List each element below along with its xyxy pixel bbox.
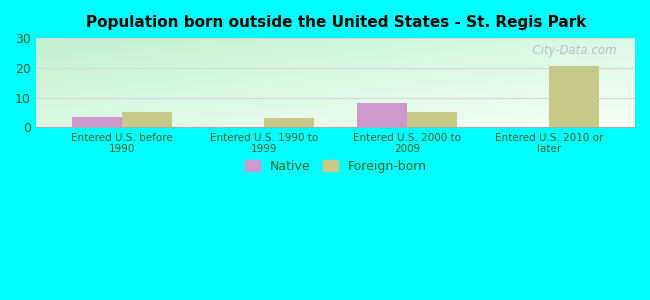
Legend: Native, Foreign-born: Native, Foreign-born — [244, 160, 427, 173]
Bar — [122, 112, 172, 127]
Bar — [549, 66, 599, 127]
Bar — [357, 103, 407, 127]
Bar — [407, 112, 457, 127]
Bar — [72, 117, 122, 127]
Title: Population born outside the United States - St. Regis Park: Population born outside the United State… — [86, 15, 586, 30]
Bar — [265, 118, 315, 127]
Text: City-Data.com: City-Data.com — [525, 44, 617, 57]
